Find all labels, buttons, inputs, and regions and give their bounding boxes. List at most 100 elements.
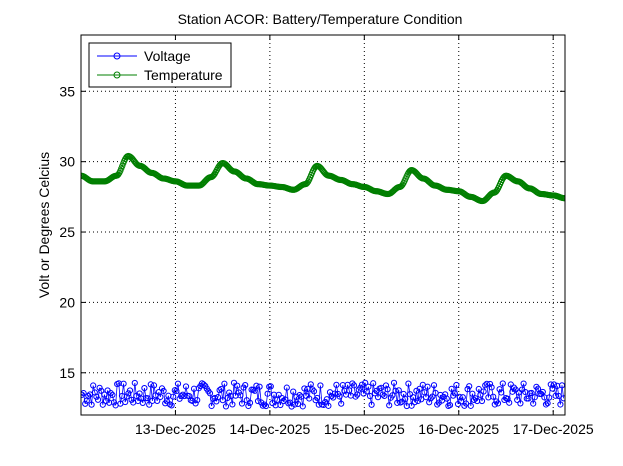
temperature-series xyxy=(81,152,565,205)
voltage-line-segment xyxy=(481,391,484,402)
voltage-point xyxy=(331,390,338,397)
voltage-point xyxy=(520,380,527,387)
voltage-point xyxy=(170,393,177,400)
voltage-line-segment xyxy=(536,386,539,390)
voltage-line-segment xyxy=(320,385,323,405)
voltage-point xyxy=(309,386,316,393)
voltage-line-segment xyxy=(299,394,302,397)
voltage-point xyxy=(448,385,455,392)
voltage-point xyxy=(427,395,434,402)
voltage-point xyxy=(426,399,433,406)
voltage-point xyxy=(261,401,268,408)
voltage-line-segment xyxy=(220,388,224,401)
voltage-point xyxy=(93,393,100,400)
voltage-line-segment xyxy=(409,394,412,406)
voltage-point xyxy=(150,382,158,389)
voltage-line-segment xyxy=(532,397,536,404)
voltage-line-segment xyxy=(462,397,465,406)
voltage-line-segment xyxy=(184,386,187,397)
voltage-point xyxy=(310,388,318,395)
voltage-line-segment xyxy=(129,390,132,400)
voltage-line-segment xyxy=(203,384,206,387)
voltage-line-segment xyxy=(358,387,361,390)
temperature-point xyxy=(304,179,311,187)
voltage-point xyxy=(294,400,302,408)
voltage-point xyxy=(224,394,231,402)
voltage-line-segment xyxy=(480,394,483,402)
plot-frame xyxy=(80,34,566,416)
voltage-line-segment xyxy=(89,394,92,405)
voltage-line-segment xyxy=(120,395,123,404)
voltage-point xyxy=(504,395,511,402)
voltage-point xyxy=(490,393,497,400)
voltage-line-segment xyxy=(523,383,526,393)
voltage-line-segment xyxy=(372,383,376,394)
voltage-point xyxy=(85,392,92,400)
voltage-line-segment xyxy=(555,385,558,396)
voltage-line-segment xyxy=(163,390,166,404)
voltage-point xyxy=(549,385,556,392)
voltage-point xyxy=(208,402,215,410)
voltage-point xyxy=(123,393,130,400)
voltage-line-segment xyxy=(307,388,310,399)
voltage-point xyxy=(214,394,222,401)
voltage-point xyxy=(402,395,409,403)
voltage-point xyxy=(539,388,546,396)
temperature-point xyxy=(493,188,500,195)
voltage-point xyxy=(296,392,303,399)
voltage-point xyxy=(122,398,129,406)
voltage-point xyxy=(216,387,223,394)
voltage-line-segment xyxy=(368,386,371,397)
voltage-point xyxy=(226,389,233,396)
legend-voltage-marker xyxy=(113,52,121,60)
voltage-point xyxy=(126,387,134,394)
voltage-line-segment xyxy=(334,384,337,394)
y-tick-label: 20 xyxy=(59,294,75,310)
voltage-point xyxy=(365,383,372,390)
voltage-line-segment xyxy=(224,383,227,407)
voltage-line-segment xyxy=(118,383,121,404)
voltage-line-segment xyxy=(313,391,316,401)
voltage-point xyxy=(443,395,450,402)
voltage-line-segment xyxy=(110,392,113,396)
voltage-line-segment xyxy=(432,385,435,397)
voltage-line-segment xyxy=(468,386,472,406)
voltage-point xyxy=(475,385,482,393)
x-tick-label: 15-Dec-2025 xyxy=(324,421,405,437)
voltage-point xyxy=(82,400,89,407)
voltage-point xyxy=(560,395,565,402)
x-tick-label: 14-Dec-2025 xyxy=(229,421,310,437)
voltage-point xyxy=(200,381,207,388)
voltage-line-segment xyxy=(419,388,422,400)
voltage-line-segment xyxy=(336,384,339,394)
voltage-point xyxy=(542,401,550,408)
y-tick-label: 30 xyxy=(59,154,75,170)
voltage-line-segment xyxy=(104,394,107,402)
voltage-point xyxy=(96,384,103,391)
voltage-series xyxy=(81,379,565,410)
voltage-point xyxy=(168,402,175,409)
voltage-point xyxy=(333,381,340,388)
voltage-line-segment xyxy=(534,386,537,398)
voltage-line-segment xyxy=(225,397,228,407)
voltage-line-segment xyxy=(446,398,449,406)
voltage-line-segment xyxy=(491,387,494,397)
temperature-point xyxy=(210,171,217,179)
legend: Voltage Temperature xyxy=(88,42,232,88)
x-tick-label: 17-Dec-2025 xyxy=(513,421,594,437)
voltage-line-segment xyxy=(272,394,275,404)
y-tick-label: 25 xyxy=(59,224,75,240)
voltage-line-segment xyxy=(192,388,195,401)
y-tick-label: 15 xyxy=(59,365,75,381)
voltage-line-segment xyxy=(300,396,304,407)
voltage-line-segment xyxy=(489,383,492,388)
voltage-line-segment xyxy=(305,388,308,396)
voltage-line-segment xyxy=(240,395,243,404)
voltage-point xyxy=(552,392,559,399)
voltage-point xyxy=(530,400,537,407)
voltage-line-segment xyxy=(214,397,217,402)
voltage-line-segment xyxy=(500,383,504,393)
voltage-point xyxy=(277,401,284,409)
voltage-line-segment xyxy=(297,395,300,405)
